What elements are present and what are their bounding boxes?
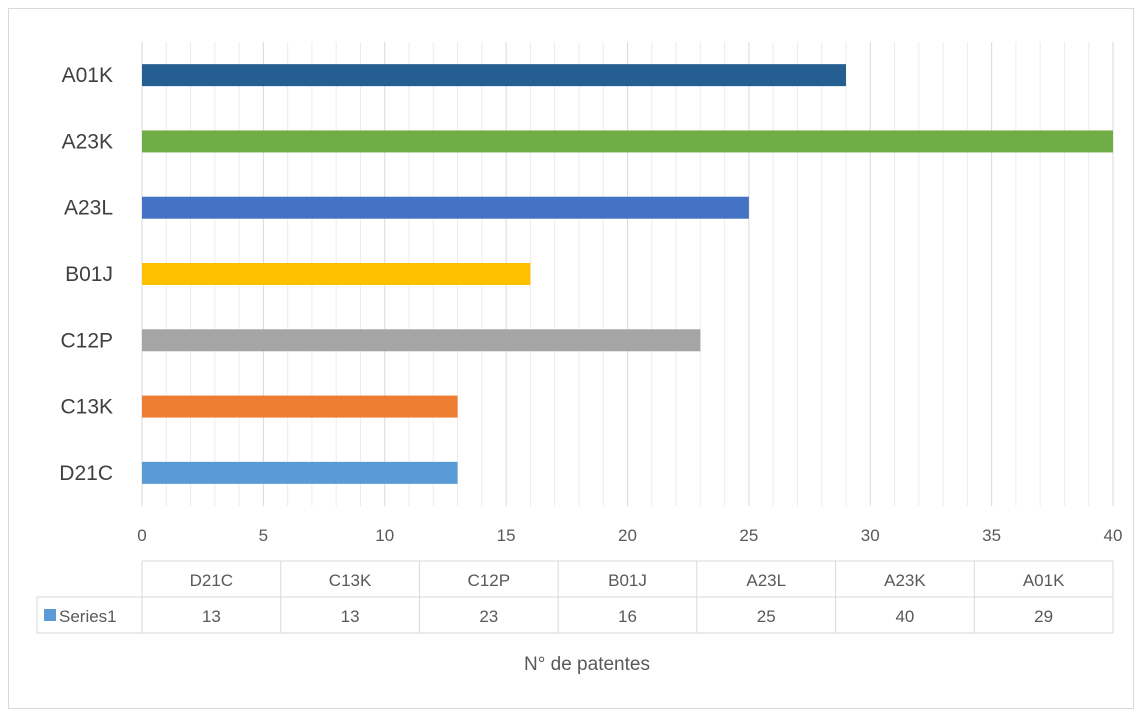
bar-b01j	[142, 263, 531, 285]
legend-series-label: Series1	[59, 607, 117, 626]
category-label-c12p: C12P	[60, 329, 113, 352]
x-axis-label: N° de patentes	[524, 654, 650, 675]
table-value-d21c: 13	[202, 607, 221, 626]
x-tick-label: 20	[618, 526, 637, 545]
bar-c13k	[142, 395, 458, 418]
category-label-a23l: A23L	[64, 197, 113, 220]
x-tick-label: 35	[982, 526, 1001, 545]
table-header-a01k: A01K	[1023, 571, 1065, 590]
chart-frame: D21C C13K C12P B01J A23L A23K A01K 0 5 10 15 20 25 3…	[8, 8, 1134, 709]
table-header-a23k: A23K	[884, 571, 926, 590]
x-tick-label: 5	[259, 526, 268, 545]
table-header-b01j: B01J	[608, 571, 647, 590]
x-tick-label: 0	[137, 526, 146, 545]
category-label-a23k: A23K	[62, 130, 113, 153]
x-tick-label: 25	[739, 526, 758, 545]
legend-swatch	[44, 609, 56, 621]
table-header-d21c: D21C	[190, 571, 233, 590]
category-label-c13k: C13K	[60, 396, 113, 419]
table-header-c12p: C12P	[468, 571, 511, 590]
x-tick-label: 10	[375, 526, 394, 545]
bar-a01k	[142, 64, 846, 87]
table-value-a01k: 29	[1034, 607, 1053, 626]
table-header-a23l: A23L	[746, 571, 786, 590]
table-value-a23l: 25	[757, 607, 776, 626]
table-value-a23k: 40	[895, 607, 914, 626]
table-header-c13k: C13K	[329, 571, 372, 590]
table-value-b01j: 16	[618, 607, 637, 626]
bar-c12p	[142, 329, 701, 352]
bar-d21c	[142, 461, 458, 484]
x-tick-label: 40	[1104, 526, 1123, 545]
category-label-b01j: B01J	[65, 263, 113, 286]
x-tick-label: 15	[497, 526, 516, 545]
table-value-c13k: 13	[341, 607, 360, 626]
category-label-a01k: A01K	[62, 64, 113, 87]
table-value-c12p: 23	[479, 607, 498, 626]
bar-a23l	[142, 196, 749, 219]
x-tick-label: 30	[861, 526, 880, 545]
category-label-d21c: D21C	[59, 462, 113, 485]
bar-a23k	[142, 130, 1113, 153]
bar-chart: D21C C13K C12P B01J A23L A23K A01K 0 5 10 15 20 25 3…	[36, 42, 1123, 675]
